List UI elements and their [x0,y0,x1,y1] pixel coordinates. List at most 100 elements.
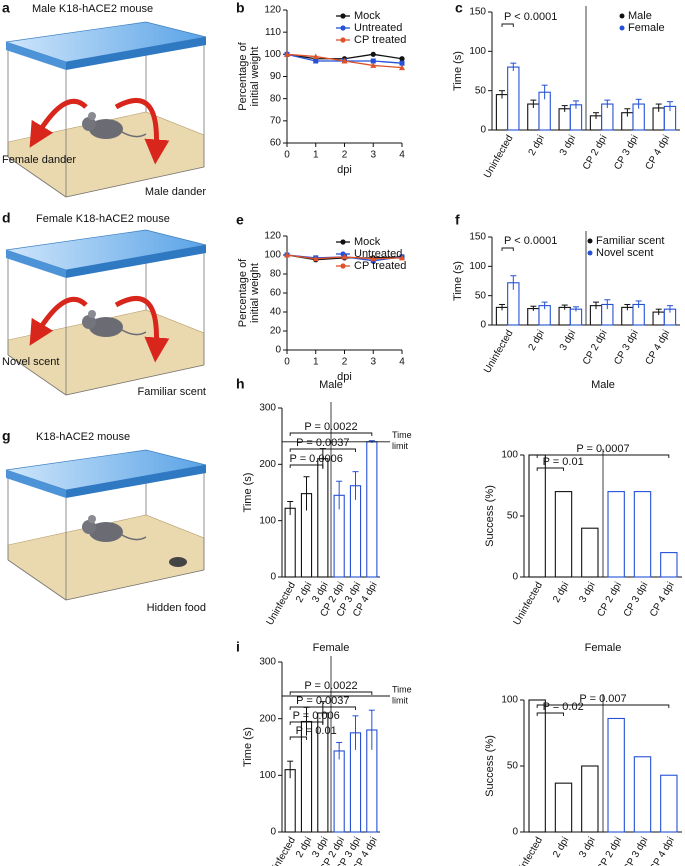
mouse-tail [121,534,147,541]
x-tick-label: Uninfected [512,835,545,866]
y-tick-label: 0 [512,827,518,838]
mouse-body [89,317,123,337]
point [313,58,319,64]
bar [660,552,678,578]
x-tick-label: Uninfected [265,580,298,627]
x-tick-label: 3 dpi [577,580,597,604]
y-tick-label: 60 [270,288,282,299]
x-tick-label: 3 dpi [577,835,597,859]
lid-side [6,250,66,278]
arrow [114,295,170,363]
bar [284,769,296,833]
x-tick-label: CP 4 dpi [644,133,673,172]
significance-label: P = 0.01 [543,456,584,468]
y-tick-label: 40 [270,307,282,318]
y-tick-label: 80 [270,93,282,104]
y-tick-label: 60 [270,138,282,149]
y-tick-label: 20 [270,326,282,337]
bar [333,750,345,833]
bar [554,782,573,833]
y-tick-label: 90 [270,71,282,82]
y-tick-label: 50 [507,761,519,772]
legend-label: CP treated [354,34,406,46]
y-tick-label: 0 [480,320,486,331]
mouse-body [89,119,123,139]
bar [528,699,546,833]
illustration-label: Hidden food [147,602,206,614]
cage-edge [65,569,205,601]
y-axis-label: initial weight [249,263,261,323]
significance-label: P = 0.0037 [296,695,349,707]
bar [317,458,329,578]
x-tick-label: 2 [342,357,348,368]
arrow [114,97,170,165]
point [399,254,405,261]
y-tick-label: 80 [270,269,282,280]
lid-side [66,245,206,278]
mouse-body [89,522,123,542]
y-axis-label: Time (s) [452,51,464,91]
y-tick-label: 100 [501,695,518,706]
x-tick-label: CP 2 dpi [581,133,610,172]
legend-label: Untreated [354,248,402,260]
x-tick-label: 2 dpi [551,580,571,604]
cage-edge [65,166,205,198]
bar [528,454,546,578]
y-axis-label: Percentage of [237,258,249,327]
bar [607,717,625,833]
y-tick-label: 300 [259,403,276,414]
y-axis-label: Time (s) [242,473,254,513]
legend-label: Novel scent [596,247,653,259]
bar [581,527,599,578]
bar [558,108,571,131]
x-tick-label: 2 [342,150,348,161]
bar [633,491,652,578]
chart-title: Female [313,642,350,654]
point [399,60,405,66]
significance-bracket [501,23,514,27]
arrow [29,296,88,346]
y-tick-label: 110 [265,27,281,38]
bar [581,765,599,833]
significance-label: P = 0.0022 [304,680,357,692]
bar [558,306,571,326]
significance-bracket [289,432,373,436]
panel-letter: g [2,428,11,444]
lid-side [66,37,206,70]
y-tick-label: 50 [475,290,487,301]
significance-label: P = 0.007 [579,693,626,705]
reference-label: limit [392,441,408,451]
food [169,557,187,567]
mouse-ear [88,515,96,523]
legend-marker [587,250,593,256]
panel-letter: h [236,376,245,392]
y-tick-label: 200 [259,713,276,724]
y-tick-label: 0 [270,572,276,583]
y-tick-label: 100 [469,46,486,57]
x-tick-label: Uninfected [482,133,515,180]
x-tick-label: 1 [313,357,319,368]
y-tick-label: 100 [264,250,281,261]
significance-label: P = 0.0022 [304,421,357,433]
significance-bracket [289,721,324,725]
x-tick-label: 3 [370,357,376,368]
x-tick-label: CP 4 dpi [644,328,673,367]
significance-label: P = 0.006 [293,710,340,722]
illustration-label: Familiar scent [138,386,206,398]
significance-bracket [536,704,670,708]
x-tick-label: 0 [284,150,290,161]
y-tick-label: 0 [270,827,276,838]
x-tick-label: CP 2 dpi [595,580,624,619]
lid-side [6,42,66,70]
x-tick-label: CP 3 dpi [622,835,651,866]
arrow [29,98,88,148]
legend-marker [340,25,346,31]
x-tick-label: 1 [313,150,319,161]
point [284,51,290,57]
x-tick-label: 2 dpi [527,133,547,157]
significance-bracket [289,448,356,452]
bar [569,308,583,326]
legend-marker [340,13,346,19]
legend-label: CP treated [354,260,406,272]
